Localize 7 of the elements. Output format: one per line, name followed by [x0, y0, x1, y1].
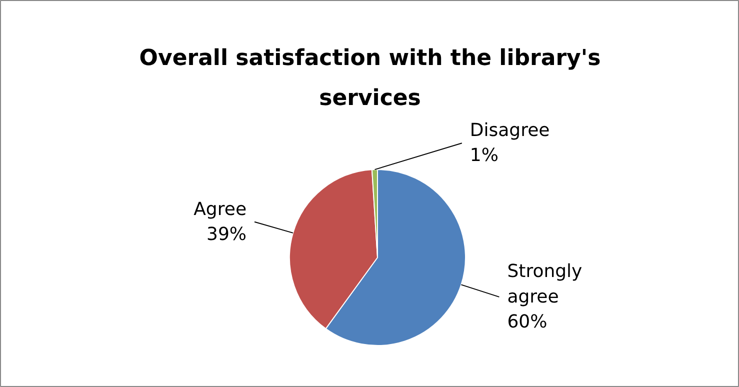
data-label: 39%: [206, 224, 247, 245]
data-label: 60%: [507, 312, 548, 333]
slice-label: Strongly agree: [507, 261, 583, 308]
chart-title: Overall satisfaction with the library's services: [139, 46, 601, 111]
slice-label: Agree: [194, 198, 247, 220]
data-label: 1%: [470, 145, 498, 166]
slice-label: Disagree: [470, 120, 550, 141]
